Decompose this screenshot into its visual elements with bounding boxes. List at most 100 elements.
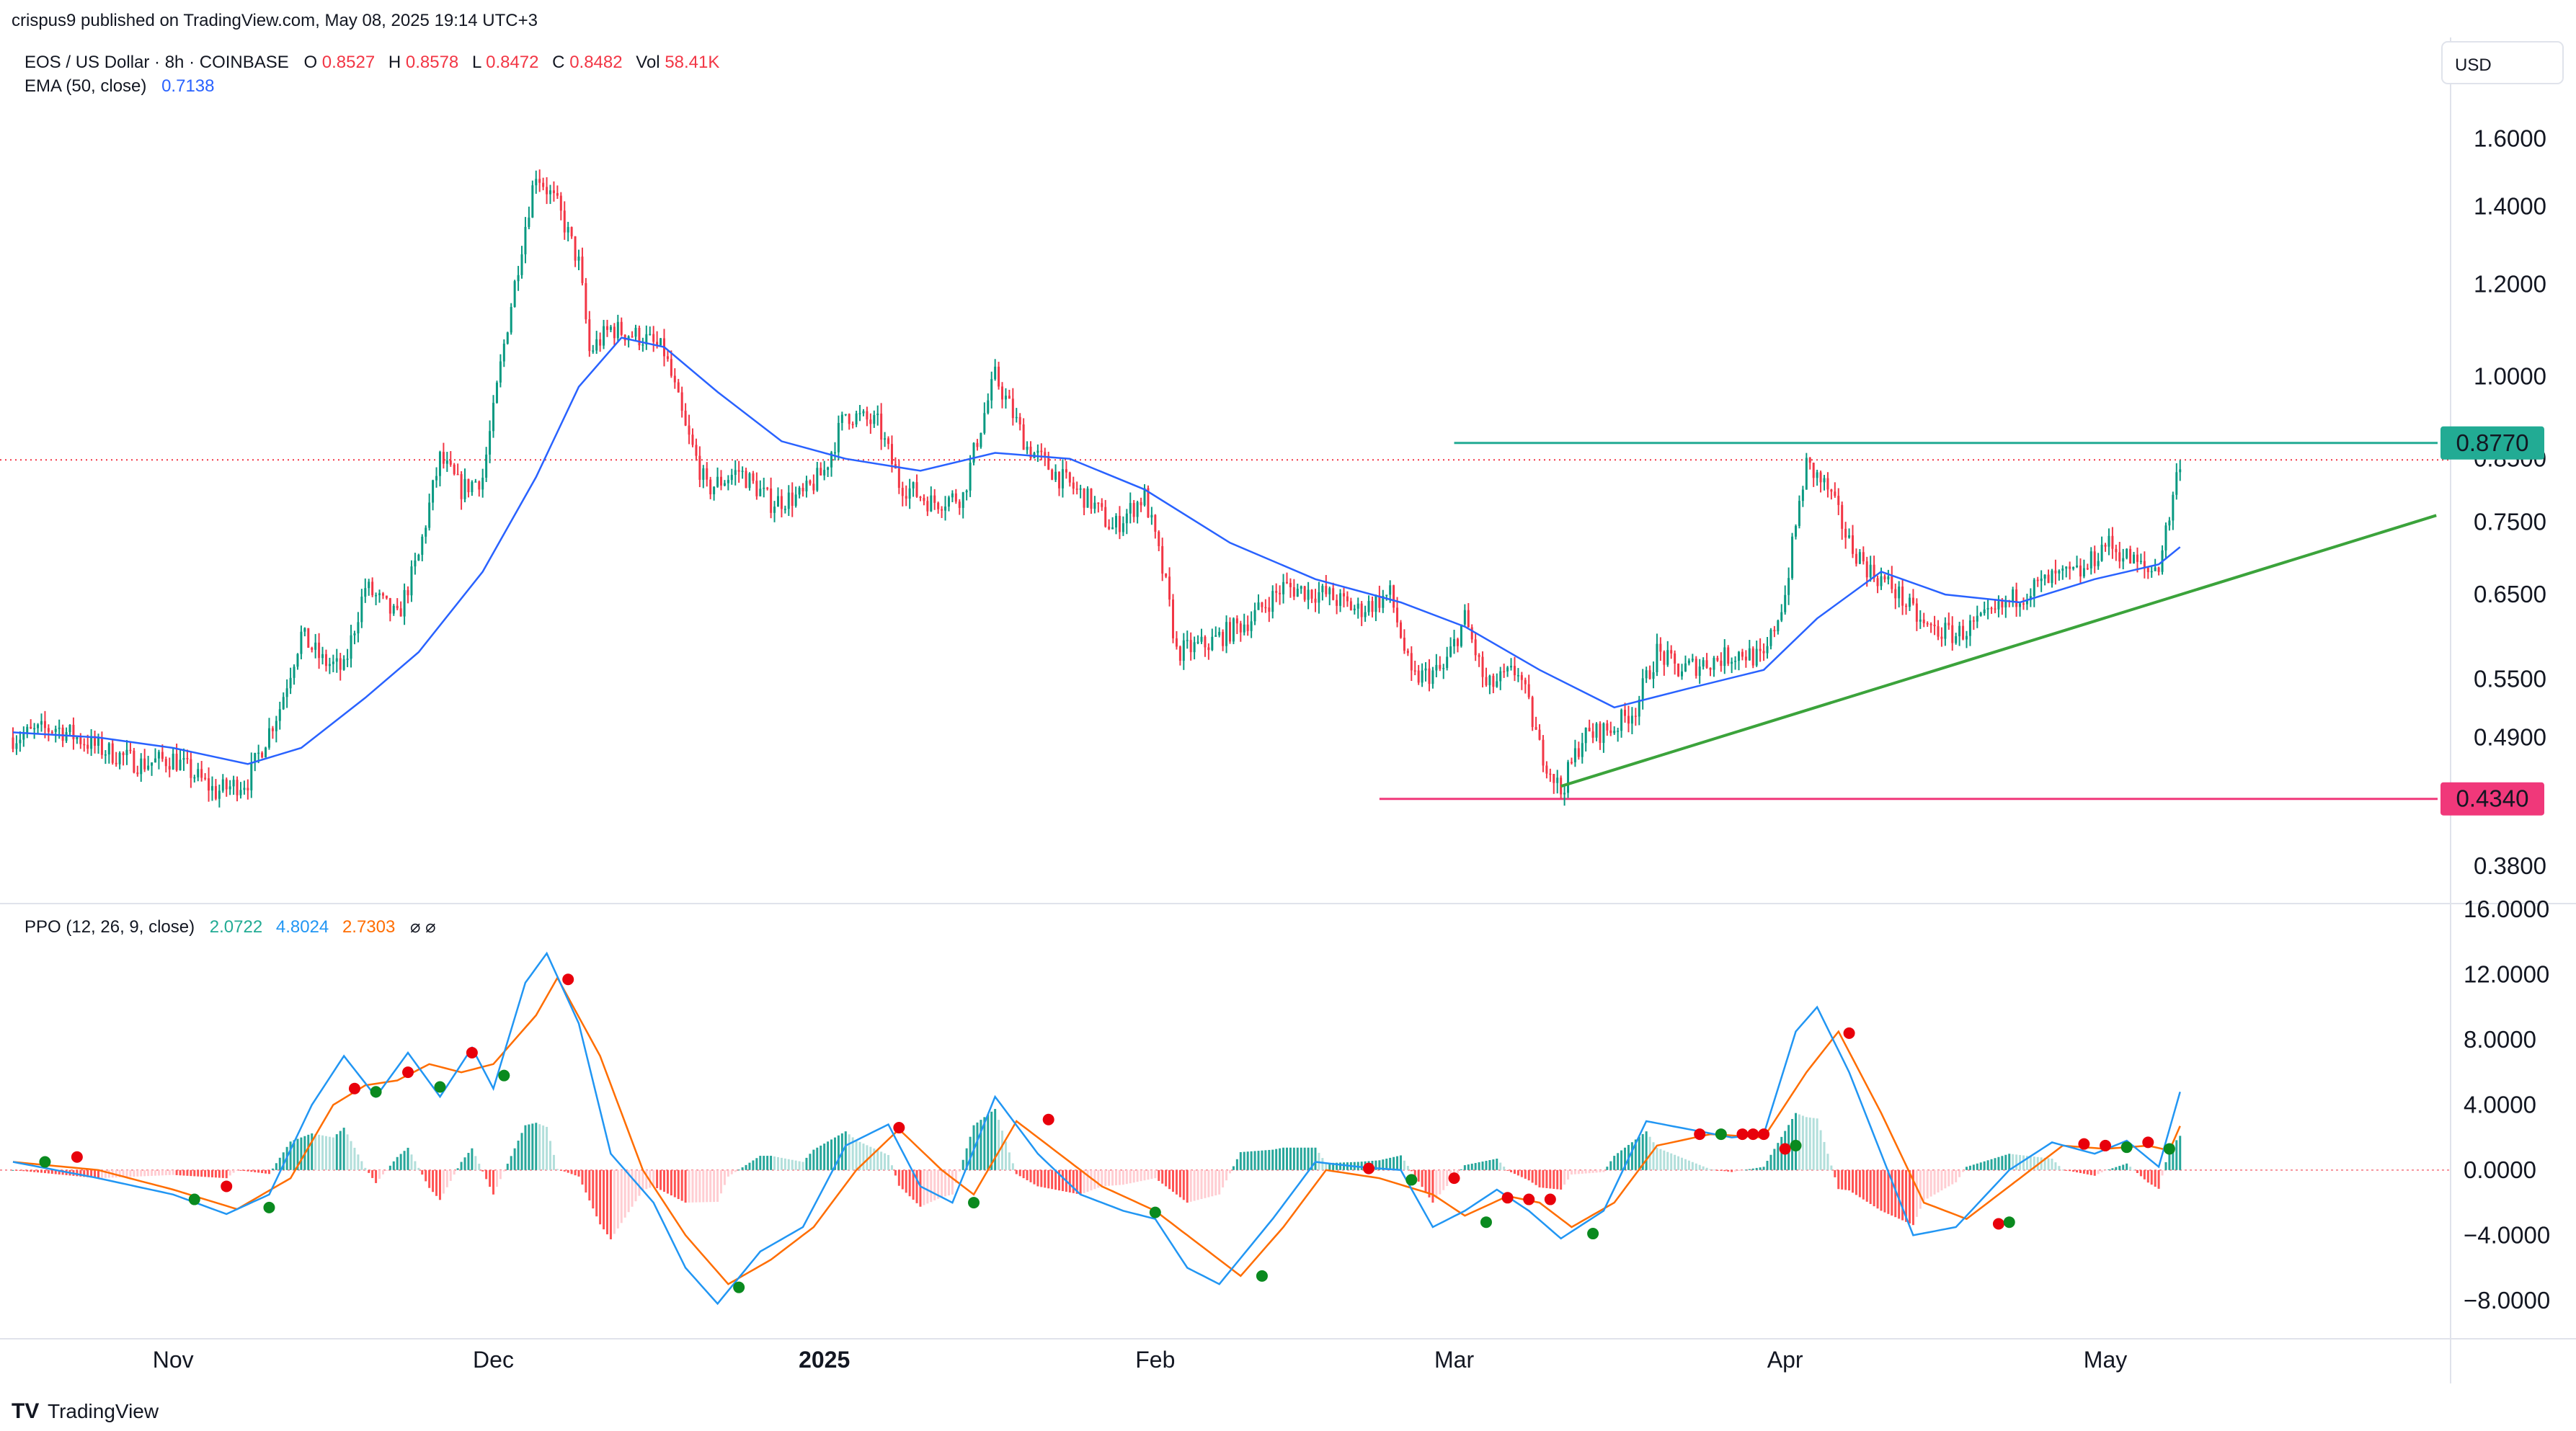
ppo-histogram-bar — [1595, 1169, 1598, 1173]
ppo-cross-marker — [1790, 1139, 1802, 1151]
ppo-histogram-bar — [1837, 1169, 1840, 1190]
ascending-trendline[interactable] — [1560, 514, 2437, 788]
ema-line-series[interactable] — [12, 336, 2181, 765]
candle — [998, 362, 1000, 390]
ppo-histogram-bar — [666, 1169, 669, 1194]
candle — [285, 679, 288, 708]
candle — [410, 560, 413, 602]
ppo-histogram-bar — [1755, 1167, 1758, 1170]
symbol-legend[interactable]: EOS / US Dollar · 8h · COINBASE O 0.8527… — [25, 53, 719, 72]
ppo-histogram-bar — [54, 1169, 57, 1174]
candle — [1250, 611, 1253, 638]
ppo-histogram-bar — [783, 1158, 786, 1170]
candle — [1630, 707, 1633, 734]
candle — [1325, 574, 1328, 597]
candle — [2146, 567, 2149, 579]
candle — [1374, 594, 1377, 621]
time-axis[interactable]: Nov Dec 2025 Feb Mar Apr May — [153, 1347, 2128, 1373]
candle — [1054, 464, 1057, 482]
candle — [2004, 595, 2007, 618]
ppo-legend[interactable]: PPO (12, 26, 9, close) 2.0722 4.8024 2.7… — [25, 917, 436, 937]
candle — [1097, 502, 1100, 513]
ppo-histogram-bar — [1762, 1167, 1765, 1170]
ppo-histogram-bar — [1125, 1169, 1128, 1185]
ppo-histogram-bar — [1887, 1169, 1890, 1214]
candle — [1214, 626, 1217, 637]
ppo-tick-label: 12.0000 — [2464, 960, 2549, 987]
candle — [748, 472, 751, 491]
ppo-signal-line[interactable] — [12, 976, 2181, 1285]
ppo-histogram-bar — [210, 1169, 213, 1177]
candle — [1901, 579, 1904, 615]
ppo-histogram-bar — [1178, 1169, 1181, 1198]
candle — [1766, 637, 1769, 659]
ppo-histogram-bar — [1687, 1160, 1690, 1170]
candle — [645, 325, 648, 350]
ppo-histogram-bar — [2093, 1169, 2096, 1176]
candle — [1004, 388, 1007, 409]
ppo-histogram-bar — [1983, 1161, 1986, 1170]
candle — [1182, 633, 1185, 670]
candle — [677, 378, 680, 393]
candle — [1222, 629, 1225, 651]
ppo-histogram-bar — [912, 1169, 915, 1200]
ppo-histogram-bar — [1413, 1169, 1416, 1177]
candle — [506, 331, 509, 345]
ppo-histogram-bar — [1617, 1153, 1620, 1170]
candle — [652, 326, 655, 352]
ppo-histogram-bar — [289, 1141, 292, 1170]
ppo-histogram-bar — [1556, 1169, 1559, 1190]
ppo-histogram-bar — [816, 1147, 819, 1170]
candle — [1292, 579, 1295, 600]
candle — [816, 462, 819, 492]
candle — [1624, 703, 1627, 723]
ppo-histogram-bar — [1542, 1169, 1545, 1188]
candle — [919, 496, 922, 501]
candle — [1919, 610, 1922, 629]
ppo-histogram-bar — [1467, 1164, 1470, 1170]
candle — [2047, 569, 2050, 584]
ppo-histogram-bar — [1332, 1162, 1335, 1170]
price-tick-label: 0.7500 — [2474, 509, 2546, 535]
candle — [1499, 667, 1502, 690]
candle — [1709, 667, 1712, 677]
ppo-histogram-bar — [1044, 1169, 1047, 1188]
trendline-layer[interactable] — [1560, 514, 2437, 788]
ppo-histogram-bar — [243, 1169, 246, 1172]
ppo-visibility-icons[interactable]: ⌀ ⌀ — [410, 917, 436, 937]
currency-button[interactable] — [2441, 41, 2564, 84]
ppo-histogram-bar — [1602, 1169, 1605, 1172]
ema-line[interactable] — [12, 336, 2181, 765]
ppo-histogram-bar — [1097, 1169, 1100, 1188]
time-tick-label: Apr — [1767, 1347, 1803, 1373]
candle — [844, 414, 847, 416]
candle — [1132, 499, 1135, 523]
candlestick-series[interactable] — [12, 169, 2182, 808]
ppo-histogram-bar — [1588, 1169, 1591, 1174]
ppo-axis[interactable]: 16.0000 12.0000 8.0000 4.0000 0.0000 −4.0000 −… — [2464, 896, 2550, 1314]
ppo-cross-marker — [1363, 1162, 1375, 1174]
candle — [143, 749, 146, 772]
ppo-histogram-bar — [221, 1169, 224, 1178]
candle — [1506, 666, 1509, 677]
ppo-histogram-bar — [538, 1124, 541, 1170]
ppo-histogram-bar — [1143, 1169, 1146, 1181]
ppo-histogram-bar — [1165, 1169, 1168, 1187]
ppo-histogram-bar — [1243, 1151, 1245, 1170]
candle — [2040, 570, 2043, 592]
candle — [1403, 629, 1405, 654]
ppo-histogram-bar — [445, 1169, 448, 1187]
candle — [2054, 559, 2057, 585]
candle — [933, 489, 936, 510]
candle — [1634, 708, 1637, 726]
ppo-histogram-bar — [417, 1167, 420, 1170]
ppo-histogram-bar — [140, 1169, 143, 1177]
ppo-histogram-bar — [375, 1169, 378, 1183]
candle — [1816, 469, 1818, 486]
ppo-histogram-bar — [1310, 1147, 1313, 1170]
candle — [1371, 596, 1374, 618]
ppo-line-value: 4.8024 — [276, 917, 329, 937]
ema-legend[interactable]: EMA (50, close) 0.7138 — [25, 76, 214, 96]
ppo-histogram-bar — [61, 1169, 64, 1175]
ppo-histogram-bar — [388, 1165, 391, 1170]
